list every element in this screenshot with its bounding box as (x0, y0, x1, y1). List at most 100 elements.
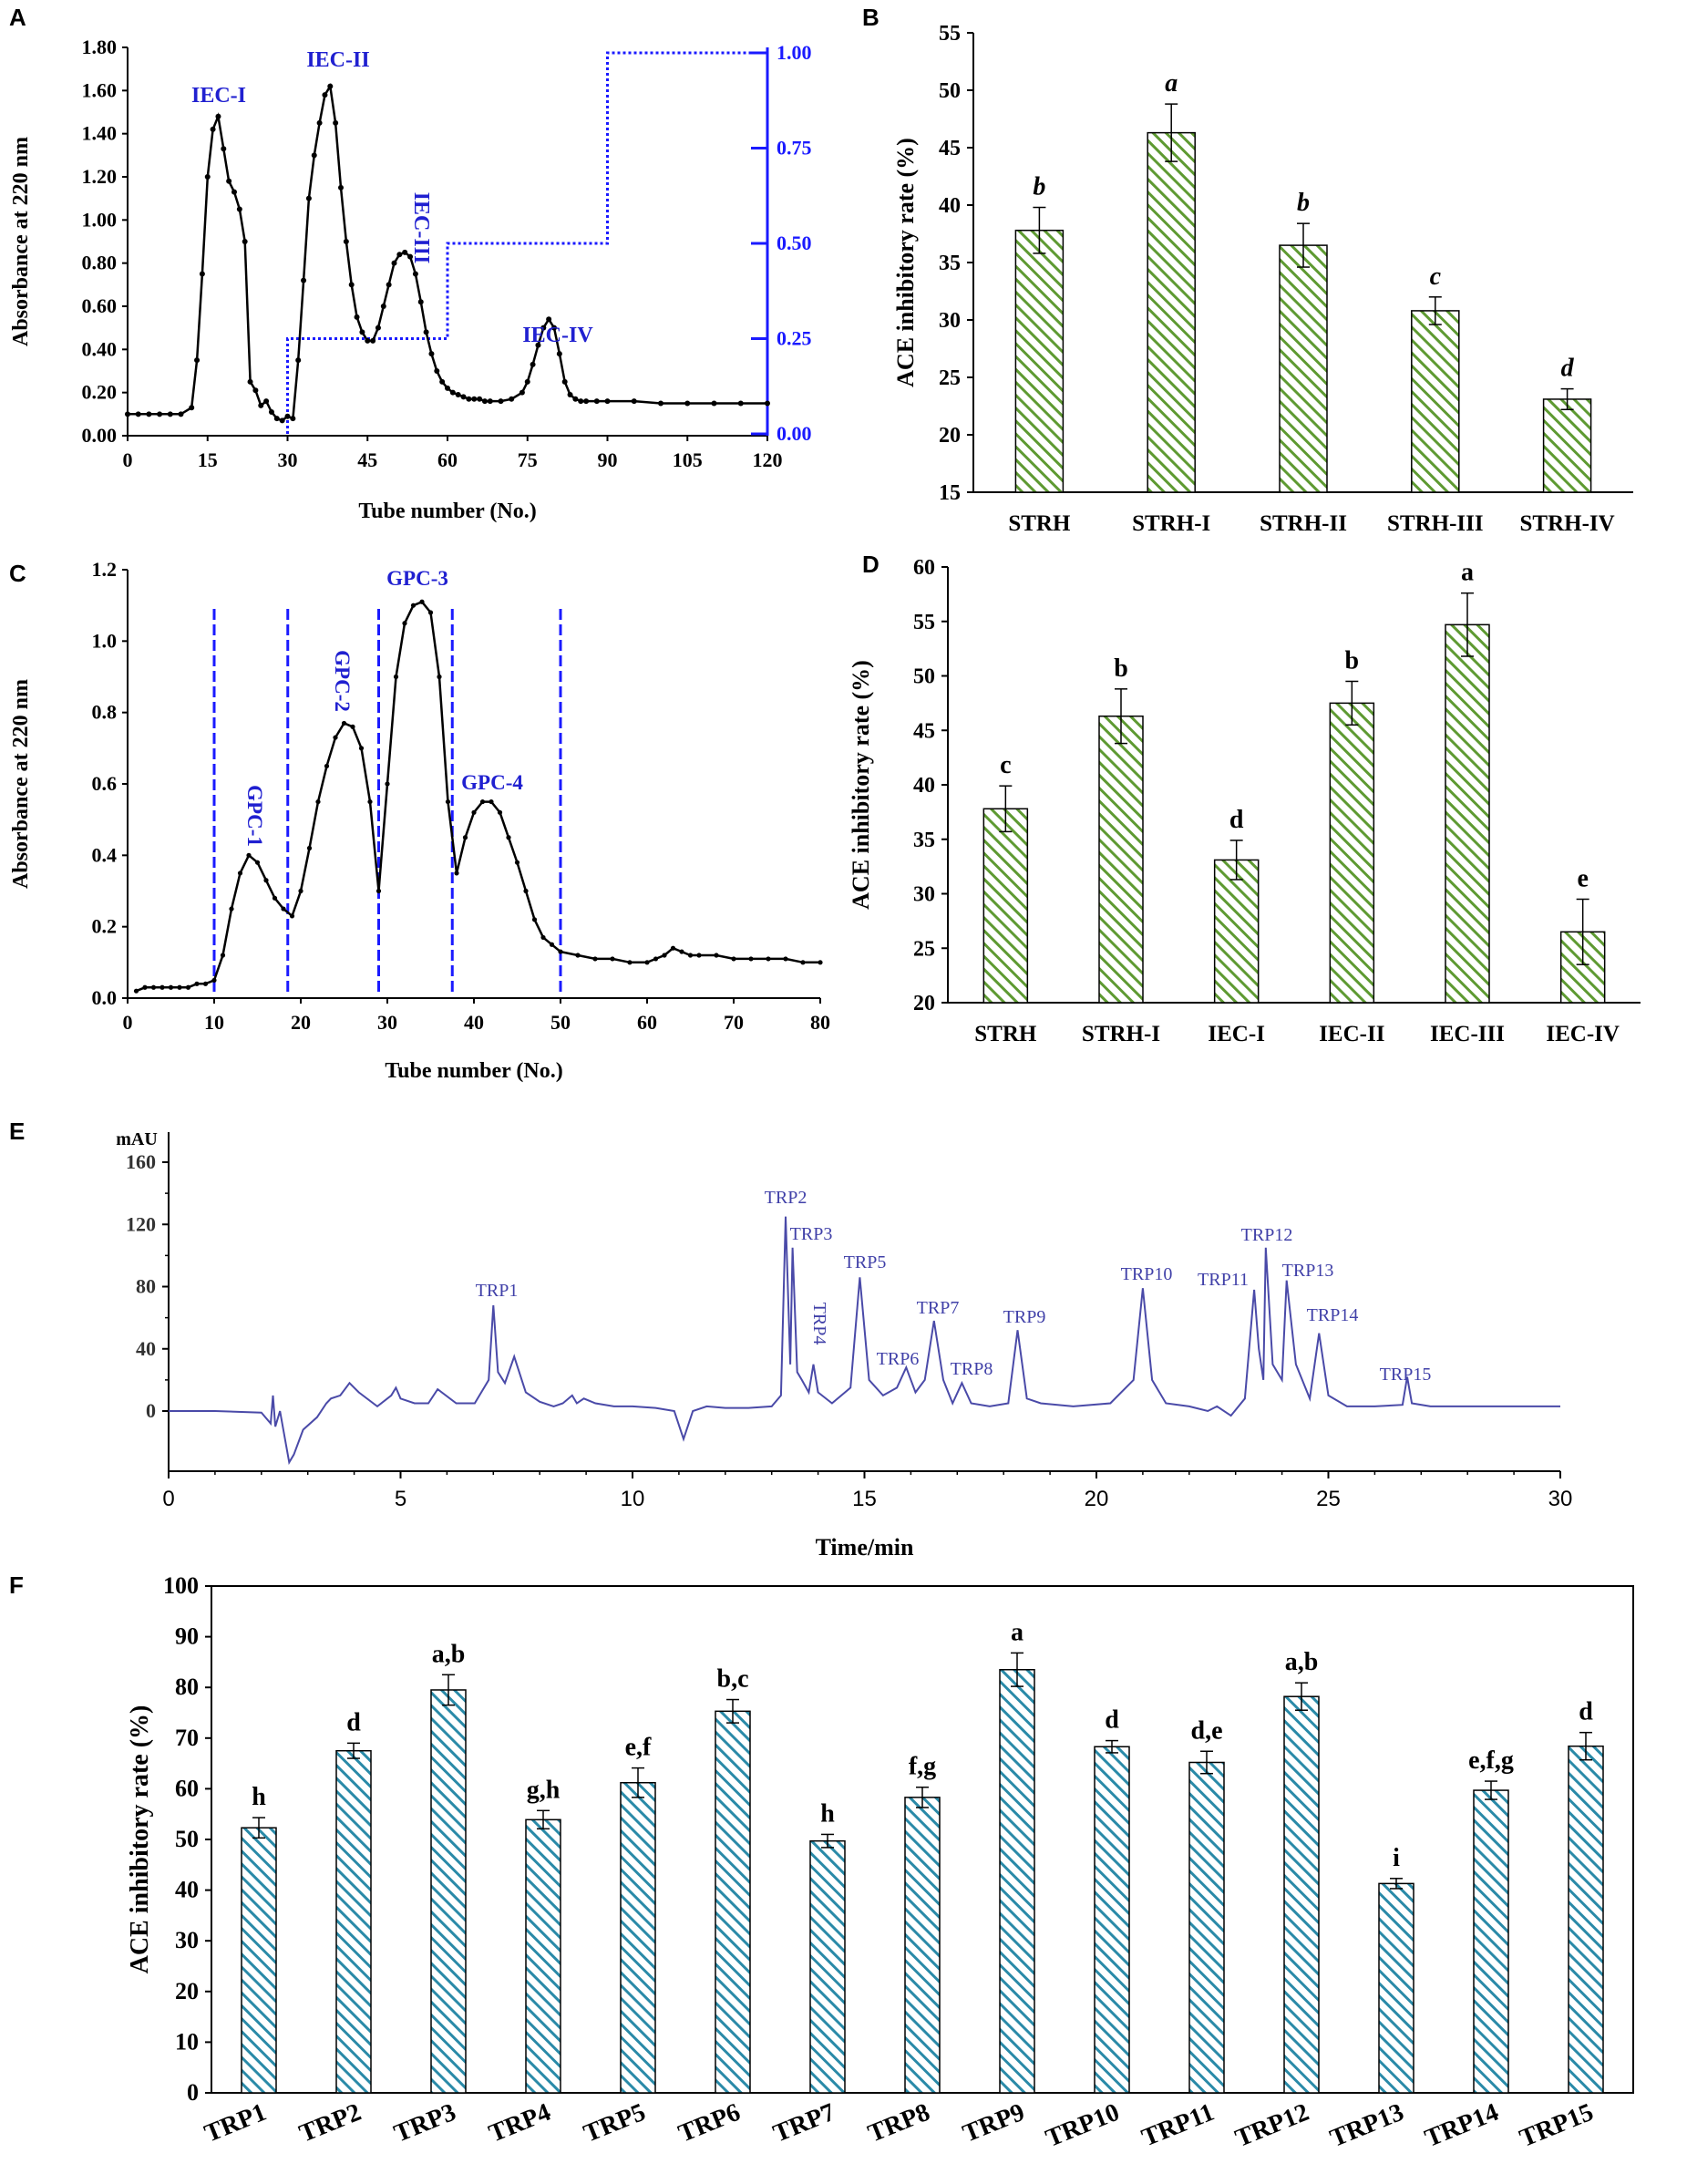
data-point (215, 113, 221, 119)
data-point (237, 871, 243, 876)
data-point (549, 942, 555, 947)
panel-letter-D: D (862, 551, 880, 578)
bar (1445, 623, 1490, 1004)
data-point (298, 888, 303, 894)
data-point (460, 394, 467, 400)
data-point (354, 314, 360, 320)
y-axis-title: ACE inhibitory rate (%) (892, 138, 919, 387)
data-point (301, 277, 307, 283)
y-tick-label: 1.20 (82, 165, 118, 188)
significance-letter: h (820, 1799, 835, 1828)
category-label: STRH (974, 1022, 1037, 1046)
bar (335, 1749, 372, 2094)
x-tick-label: 0 (123, 1011, 133, 1034)
panel-letter-E: E (9, 1118, 25, 1145)
data-point (221, 146, 227, 152)
y-tick-label: 60 (175, 1775, 199, 1801)
data-point (535, 342, 541, 348)
data-point (247, 378, 253, 385)
data-point (583, 398, 590, 405)
data-point (575, 953, 581, 958)
y-tick-label: 1.60 (82, 78, 118, 101)
panel-letter-B: B (862, 4, 880, 31)
data-point (324, 763, 330, 769)
peak-label: TRP15 (1380, 1365, 1432, 1385)
data-point (523, 888, 529, 894)
category-label: STRH-II (1260, 511, 1347, 536)
chart-panel-D: 20 25 30 35 40 45 50 55 60 c STRH b STRH-I d IEC-I b IEC… (848, 556, 1641, 1046)
data-point (561, 378, 568, 385)
x-tick-label: 0 (162, 1487, 174, 1511)
y-tick-label: 55 (939, 22, 961, 46)
data-point (348, 282, 355, 288)
y-tick-label: 40 (136, 1337, 156, 1360)
category-label: TRP8 (864, 2098, 934, 2148)
data-point (653, 956, 659, 962)
data-point (289, 913, 295, 919)
x-tick-label: 120 (753, 448, 783, 471)
data-point (670, 945, 676, 951)
data-point (211, 977, 217, 984)
data-point (146, 411, 152, 417)
data-point (546, 316, 552, 323)
bar (525, 1818, 561, 2094)
y-tick-label: 50 (913, 665, 935, 689)
y-tick-label: 70 (175, 1725, 199, 1751)
data-point (578, 398, 584, 405)
x-tick-label: 0 (123, 448, 133, 471)
peak-label: TRP10 (1121, 1264, 1173, 1284)
data-point (407, 253, 414, 260)
data-point (295, 357, 302, 364)
peak-label: GPC-3 (386, 567, 448, 590)
data-point (662, 953, 667, 958)
y-tick-label: 50 (939, 79, 961, 103)
y2-tick-label: 0.75 (777, 137, 812, 160)
data-point (471, 809, 477, 815)
data-point (423, 329, 429, 335)
category-label: TRP1 (201, 2098, 271, 2148)
y-tick-label: 0.8 (92, 701, 118, 724)
data-point (462, 835, 468, 840)
data-point (519, 389, 525, 396)
y-tick-label: 15 (939, 481, 961, 505)
peak-label: GPC-2 (331, 650, 354, 712)
y-tick-label: 0.0 (92, 986, 118, 1009)
data-point (150, 984, 157, 990)
y-tick-label: 10 (175, 2028, 199, 2055)
peak-label: TRP1 (476, 1281, 519, 1301)
x-tick-label: 60 (437, 448, 458, 471)
data-point (246, 852, 252, 858)
y-tick-label: 45 (939, 137, 961, 160)
data-point (498, 398, 504, 405)
bar (715, 1710, 751, 2094)
data-point (684, 400, 691, 407)
absorbance-line (136, 600, 820, 993)
y-tick-label: 120 (126, 1212, 156, 1235)
significance-letter: c (1000, 751, 1011, 779)
significance-letter: e,f,g (1468, 1746, 1514, 1775)
data-point (333, 735, 338, 740)
category-label: STRH-I (1082, 1022, 1160, 1046)
chromatogram-line (169, 1216, 1560, 1466)
significance-letter: d (1579, 1698, 1593, 1726)
bar (1147, 131, 1196, 493)
category-label: IEC-IV (1546, 1022, 1620, 1046)
data-point (258, 402, 264, 408)
data-point (263, 398, 270, 405)
data-point (428, 351, 435, 357)
data-point (558, 949, 563, 954)
x-tick-label: 50 (550, 1011, 571, 1034)
data-point (290, 416, 296, 422)
significance-letter: f,g (909, 1753, 936, 1781)
data-point (338, 184, 344, 191)
y-tick-label: 30 (175, 1927, 199, 1953)
data-point (455, 392, 461, 398)
data-point (327, 83, 334, 89)
data-point (551, 325, 557, 331)
significance-letter: d (1105, 1706, 1119, 1735)
chart-panel-C: 0.0 0.2 0.4 0.6 0.8 1.0 1.2 0 10 20 30 40 50 60 70 80 Tu… (9, 558, 830, 1083)
peak-label: GPC-4 (461, 771, 523, 794)
y-axis-title: mAU (116, 1129, 158, 1149)
data-point (185, 984, 191, 990)
data-point (466, 396, 472, 402)
